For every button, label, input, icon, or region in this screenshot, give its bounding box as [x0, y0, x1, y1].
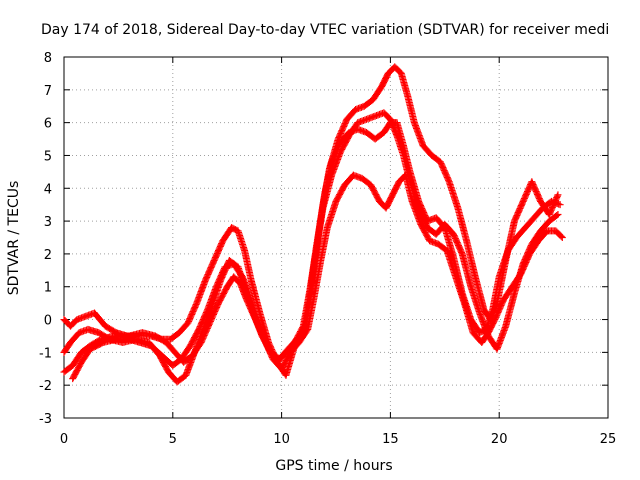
chart-title: Day 174 of 2018, Sidereal Day-to-day VTE…: [41, 22, 609, 38]
x-tick-label: 20: [491, 432, 508, 447]
plot-frame: [63, 56, 609, 419]
y-tick-label: 5: [44, 149, 52, 164]
x-tick-label: 10: [273, 432, 290, 447]
x-tick-label: 25: [600, 432, 617, 447]
data-point: [558, 234, 566, 241]
y-tick-label: 7: [44, 84, 52, 99]
y-tick-label: 0: [44, 314, 52, 329]
x-tick-label: 5: [169, 432, 177, 447]
y-tick-label: 2: [44, 248, 52, 263]
data-series: [60, 119, 564, 386]
interpolated-point-mark: [557, 232, 565, 240]
chart-grid: [64, 57, 608, 418]
data-point: [556, 201, 564, 209]
x-tick-label: 0: [60, 432, 68, 447]
y-tick-label: 8: [44, 51, 52, 66]
y-tick-label: 1: [44, 281, 52, 296]
x-tick-label: 15: [382, 432, 399, 447]
data-series: [69, 109, 562, 383]
y-tick-label: -3: [39, 412, 52, 427]
interpolated-point-mark: [553, 192, 561, 200]
y-tick-label: 3: [44, 215, 52, 230]
y-tick-label: 6: [44, 117, 52, 132]
data-point: [554, 191, 562, 199]
y-tick-label: -1: [39, 346, 52, 361]
data-points: [60, 63, 566, 386]
interpolated-point-mark: [299, 323, 307, 331]
y-axis: -3 -2 -1 0 1 2 3 4 5 6 7 8: [39, 51, 608, 427]
x-axis-title: GPS time / hours: [275, 458, 392, 474]
data-point: [554, 211, 562, 219]
y-tick-label: 4: [44, 182, 52, 197]
y-tick-label: -2: [39, 379, 52, 394]
interpolated-point-mark: [553, 211, 561, 219]
y-axis-title: SDTVAR / TECUs: [6, 181, 22, 296]
x-axis: 0 5 10 15 20 25: [60, 57, 616, 447]
